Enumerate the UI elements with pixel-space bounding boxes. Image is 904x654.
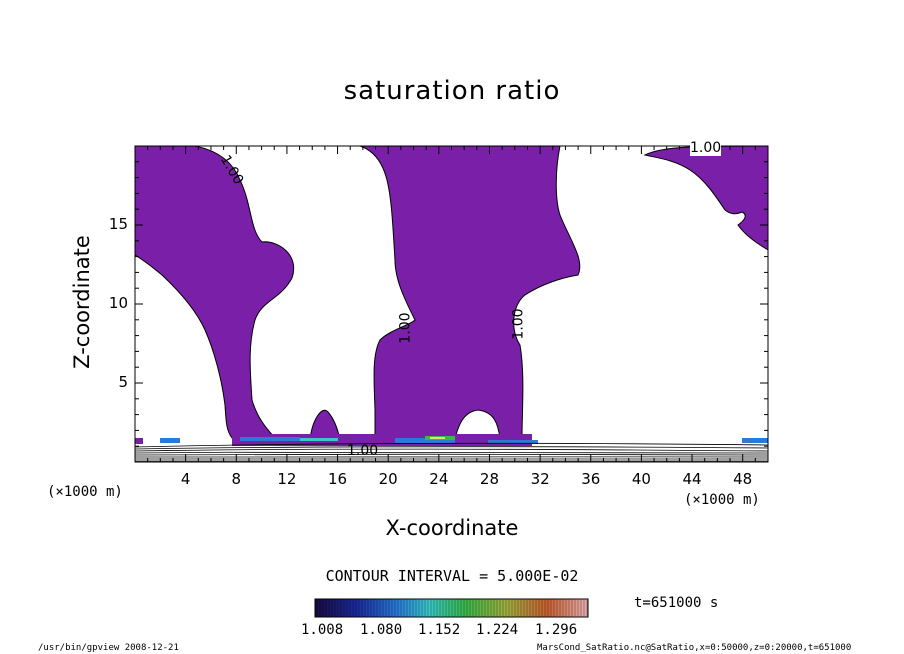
- contour-label: 1.00: [397, 312, 414, 344]
- contour-label: 1.00: [510, 308, 527, 340]
- x-tick-label: 4: [180, 470, 191, 488]
- contour-label: 1.00: [690, 140, 722, 156]
- x-tick-label: 48: [733, 470, 753, 488]
- axis-ticks: [134, 145, 769, 463]
- high-saturation-patches: [135, 436, 768, 444]
- colorbar: [314, 598, 589, 618]
- x-unit-right: (×1000 m): [684, 492, 760, 508]
- footer-right: MarsCond_SatRatio.nc@SatRatio,x=0:50000,…: [537, 643, 852, 653]
- x-tick-label: 44: [682, 470, 702, 488]
- x-tick-label: 8: [231, 470, 242, 488]
- contour-label: 1.00: [347, 443, 379, 459]
- time-label: t=651000 s: [634, 595, 719, 611]
- x-unit-left: (×1000 m): [47, 484, 123, 500]
- saturated-region-left: [135, 146, 295, 439]
- chart-title: saturation ratio: [343, 76, 561, 106]
- colorbar-stripes: [316, 600, 588, 616]
- x-tick-label: 40: [631, 470, 651, 488]
- colorbar-tick-label: 1.296: [535, 622, 578, 638]
- x-tick-label: 28: [479, 470, 500, 488]
- surface-contour-lines: [135, 442, 768, 462]
- x-tick-label: 36: [581, 470, 601, 488]
- x-tick-label: 12: [277, 470, 297, 488]
- saturated-region-center: [359, 146, 581, 439]
- colorbar-tick-label: 1.008: [301, 622, 344, 638]
- colorbar-tick-label: 1.152: [418, 622, 461, 638]
- contour-interval: CONTOUR INTERVAL = 5.000E-02: [325, 567, 579, 585]
- y-tick-label: 5: [118, 373, 128, 391]
- y-axis-label: Z-coordinate: [70, 235, 94, 369]
- saturated-region-right: [643, 146, 768, 251]
- x-tick-label: 24: [429, 470, 449, 488]
- colorbar-tick-label: 1.224: [476, 622, 519, 638]
- colorbar-tick-label: 1.080: [360, 622, 403, 638]
- x-axis-label: X-coordinate: [385, 516, 519, 540]
- y-tick-label: 10: [108, 294, 128, 312]
- footer-left: /usr/bin/gpview 2008-12-21: [38, 643, 179, 653]
- x-tick-label: 16: [328, 470, 348, 488]
- x-tick-label: 20: [378, 470, 398, 488]
- x-tick-label: 32: [530, 470, 550, 488]
- y-tick-label: 15: [108, 215, 128, 233]
